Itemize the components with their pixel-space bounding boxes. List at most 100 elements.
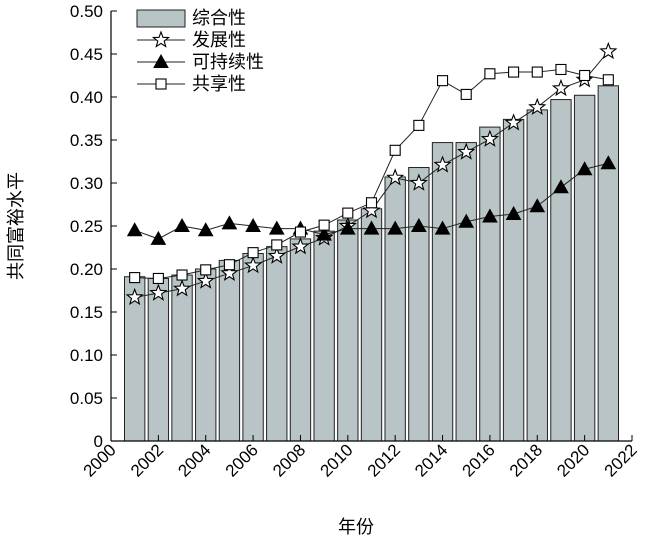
series-star bbox=[125, 41, 618, 306]
point-square-2014 bbox=[436, 75, 449, 87]
x-tick-label: 2020 bbox=[553, 440, 593, 480]
point-triangle-2001 bbox=[126, 222, 143, 237]
point-square-2007 bbox=[271, 239, 283, 251]
point-triangle-2021 bbox=[600, 155, 617, 170]
y-axis-title: 共同富裕水平 bbox=[6, 172, 27, 280]
point-triangle-2017 bbox=[505, 205, 522, 220]
point-star-2007 bbox=[267, 246, 286, 264]
x-axis-title: 年份 bbox=[338, 517, 374, 538]
legend-marker-square bbox=[155, 78, 167, 90]
point-triangle-2015 bbox=[458, 213, 475, 228]
x-tick-label: 2004 bbox=[174, 440, 214, 480]
bar-2014 bbox=[431, 142, 454, 442]
bar-2021 bbox=[597, 85, 620, 442]
point-square-2016 bbox=[484, 68, 496, 80]
point-triangle-2013 bbox=[411, 217, 427, 232]
point-square-2011 bbox=[365, 197, 378, 209]
x-tick-label: 2018 bbox=[506, 440, 546, 480]
point-star-2012 bbox=[386, 168, 405, 186]
bars-layer bbox=[123, 85, 620, 442]
point-triangle-2002 bbox=[150, 230, 167, 245]
point-star-2006 bbox=[243, 255, 263, 274]
legend-swatch-bar bbox=[136, 9, 186, 28]
point-star-2004 bbox=[196, 271, 215, 289]
x-tick-label: 2022 bbox=[601, 440, 641, 480]
y-tick-label: 0.10 bbox=[70, 346, 103, 365]
x-tick-label: 2000 bbox=[80, 440, 120, 480]
point-star-2014 bbox=[433, 155, 452, 173]
point-square-2009 bbox=[318, 219, 330, 231]
point-star-2002 bbox=[149, 283, 168, 301]
point-star-2001 bbox=[125, 287, 144, 306]
point-square-2004 bbox=[200, 264, 212, 276]
point-triangle-2005 bbox=[221, 215, 238, 230]
point-triangle-2019 bbox=[553, 179, 569, 194]
y-tick-label: 0.15 bbox=[70, 303, 103, 322]
bar-2016 bbox=[479, 126, 501, 442]
bar-2019 bbox=[550, 99, 572, 442]
point-square-2002 bbox=[152, 272, 164, 285]
point-star-2019 bbox=[551, 78, 571, 97]
point-square-2001 bbox=[129, 272, 141, 284]
legend-item-bar: 综合性 bbox=[136, 8, 246, 29]
point-triangle-2016 bbox=[482, 208, 498, 223]
point-square-2013 bbox=[413, 119, 425, 131]
bar-2011 bbox=[360, 208, 383, 442]
point-square-2021 bbox=[602, 74, 614, 86]
bar-2017 bbox=[502, 118, 525, 442]
legend-label: 综合性 bbox=[192, 8, 246, 29]
point-square-2015 bbox=[460, 88, 472, 100]
bar-2005 bbox=[218, 259, 241, 442]
legend-label: 共享性 bbox=[192, 74, 246, 95]
point-star-2018 bbox=[528, 97, 547, 116]
point-star-2008 bbox=[291, 237, 310, 255]
x-tick-label: 2016 bbox=[459, 440, 499, 480]
point-square-2003 bbox=[176, 269, 188, 281]
point-square-2010 bbox=[342, 207, 354, 219]
bar-2006 bbox=[242, 253, 264, 442]
point-triangle-2006 bbox=[245, 217, 261, 232]
point-triangle-2011 bbox=[363, 220, 380, 235]
y-tick-label: 0.40 bbox=[70, 88, 103, 107]
point-triangle-2014 bbox=[434, 220, 451, 235]
point-square-2018 bbox=[531, 66, 543, 78]
legend-marker-star bbox=[151, 30, 171, 48]
point-square-2019 bbox=[555, 63, 567, 76]
point-star-2016 bbox=[480, 129, 500, 147]
y-tick-label: 0.50 bbox=[70, 2, 103, 21]
x-tick-label: 2014 bbox=[411, 440, 451, 480]
point-square-2017 bbox=[508, 66, 520, 78]
point-square-2012 bbox=[389, 144, 401, 156]
legend-item-square: 共享性 bbox=[137, 74, 246, 95]
point-triangle-2003 bbox=[174, 217, 190, 232]
legend-item-triangle: 可持续性 bbox=[137, 52, 264, 73]
y-tick-label: 0.30 bbox=[70, 174, 103, 193]
point-star-2021 bbox=[599, 41, 618, 60]
bar-2018 bbox=[526, 109, 548, 442]
bar-2020 bbox=[573, 94, 596, 442]
point-star-2013 bbox=[409, 173, 428, 191]
bar-2003 bbox=[171, 274, 193, 442]
point-star-2011 bbox=[362, 200, 381, 219]
y-tick-label: 0.45 bbox=[70, 45, 103, 64]
bar-2013 bbox=[408, 167, 430, 442]
point-star-2003 bbox=[172, 279, 192, 297]
bar-2002 bbox=[147, 277, 170, 442]
point-star-2017 bbox=[504, 113, 523, 131]
y-tick-label: 0 bbox=[94, 432, 103, 451]
legend-item-star: 发展性 bbox=[137, 30, 246, 51]
legend-label: 发展性 bbox=[192, 30, 246, 51]
point-square-2008 bbox=[294, 226, 307, 238]
point-star-2015 bbox=[457, 142, 476, 160]
bar-2015 bbox=[455, 142, 477, 442]
bar-2012 bbox=[384, 176, 406, 442]
y-tick-label: 0.05 bbox=[70, 389, 103, 408]
point-triangle-2010 bbox=[339, 220, 356, 235]
point-triangle-2007 bbox=[268, 220, 285, 235]
bar-2010 bbox=[337, 219, 359, 442]
point-triangle-2020 bbox=[576, 161, 593, 176]
y-tick-label: 0.20 bbox=[70, 260, 103, 279]
x-tick-label: 2012 bbox=[364, 440, 404, 480]
point-square-2020 bbox=[579, 69, 591, 82]
